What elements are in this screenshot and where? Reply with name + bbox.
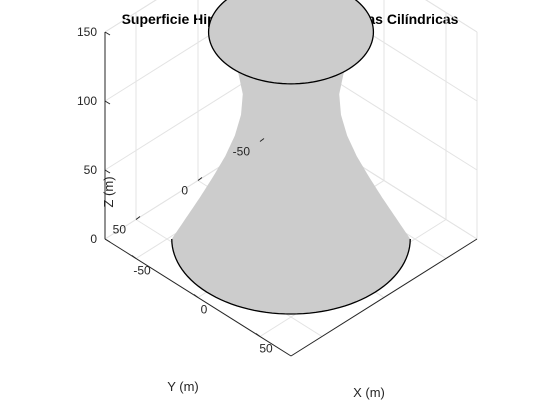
y-tick-label: -50: [233, 145, 251, 159]
z-tick: [104, 31, 111, 36]
z-tick-label: 100: [77, 94, 97, 108]
y-tick: [259, 138, 265, 142]
y-tick-label: 50: [113, 223, 127, 237]
z-axis-label: Z (m): [101, 176, 116, 207]
z-tick: [104, 169, 111, 174]
y-axis-label: Y (m): [167, 379, 199, 394]
x-axis-label: X (m): [353, 385, 385, 400]
z-tick-label: 0: [90, 232, 97, 246]
z-tick-label: 150: [77, 25, 97, 39]
x-tick: [255, 333, 261, 337]
x-tick-label: 0: [201, 303, 208, 317]
y-tick-label: 0: [181, 184, 188, 198]
x-axis-line: [290, 238, 478, 357]
x-tick: [193, 294, 199, 298]
x-tick: [131, 255, 137, 259]
x-tick-label: 50: [259, 342, 273, 356]
z-tick-label: 50: [84, 163, 98, 177]
bottom-rim: [171, 238, 411, 315]
top-rim: [207, 0, 375, 85]
z-tick: [104, 238, 111, 243]
y-tick: [197, 177, 203, 181]
y-tick: [135, 216, 141, 220]
surface-body: [171, 32, 411, 315]
x-tick-label: -50: [133, 264, 151, 278]
z-tick: [104, 100, 111, 105]
